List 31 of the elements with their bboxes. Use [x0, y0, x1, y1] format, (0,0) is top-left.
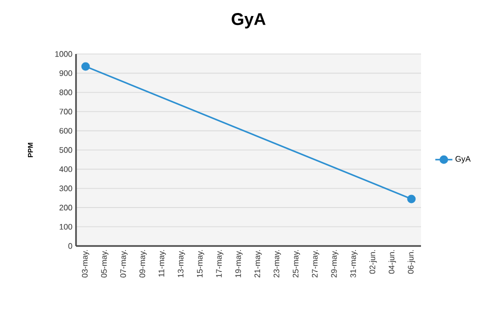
y-tick-label: 900 [60, 70, 72, 76]
x-tick-label: 13-may. [178, 250, 186, 278]
chart-title: GyA [232, 13, 266, 28]
x-tick-label: 15-may. [197, 250, 204, 278]
x-tick-label: 07-may. [120, 250, 128, 278]
x-tick-label: 31-may. [350, 250, 358, 278]
x-tick-label: 05-may. [101, 250, 108, 278]
x-tick-label: 19-may. [235, 250, 243, 278]
y-tick-label: 100 [60, 224, 72, 230]
x-tick-label: 04-jun. [388, 250, 396, 274]
x-tick-label: 06-jun. [408, 250, 416, 274]
x-tick-label: 02-jun. [369, 250, 377, 274]
x-tick-label: 29-may. [331, 250, 338, 278]
x-tick-label: 03-may. [82, 250, 90, 278]
x-tick-label: 09-may. [139, 250, 147, 278]
x-tick-label: 11-may. [158, 250, 166, 277]
legend-label: GyA [456, 156, 471, 164]
x-tick-label: 25-may. [292, 250, 300, 278]
x-tick-label: 23-may. [274, 250, 281, 278]
y-tick-label: 300 [59, 186, 72, 192]
y-tick-label: 400 [59, 166, 72, 172]
y-tick-label: 700 [60, 108, 72, 114]
y-tick-label: 0 [68, 243, 72, 249]
x-tick-label: 17-may. [216, 250, 224, 278]
y-tick-label: 200 [60, 204, 72, 210]
y-tick-label: 1000 [55, 51, 72, 57]
y-tick-label: 500 [59, 147, 72, 153]
x-tick-label: 27-may. [312, 250, 320, 278]
y-tick-label: 800 [59, 90, 72, 96]
y-tick-label: 600 [60, 128, 72, 134]
x-tick-label: 21-may. [254, 250, 262, 278]
